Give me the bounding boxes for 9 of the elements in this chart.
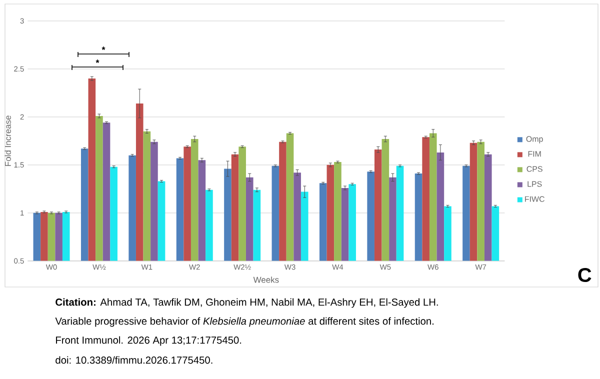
text: Front Immunol. 2026 Apr 13;17:1775450. [56, 336, 242, 346]
annotation: * [102, 46, 106, 50]
text: Variable progressive behavior of Klebsiella pneumoniae at different sites of infection. [55, 317, 434, 327]
y-axis-title: Fold Increase [4, 116, 11, 166]
text: doi: 10.3389/fimmu.2026.1775450. [56, 356, 212, 364]
annotation: * [96, 60, 100, 63]
text: C [578, 268, 592, 282]
x-axis-title: Weeks [253, 276, 279, 283]
text: Citation: Ahmad TA, Tawfik DM, Ghoneim HM, Nabil MA, El-Ashry EH, El-Sayed LH. [56, 298, 438, 308]
